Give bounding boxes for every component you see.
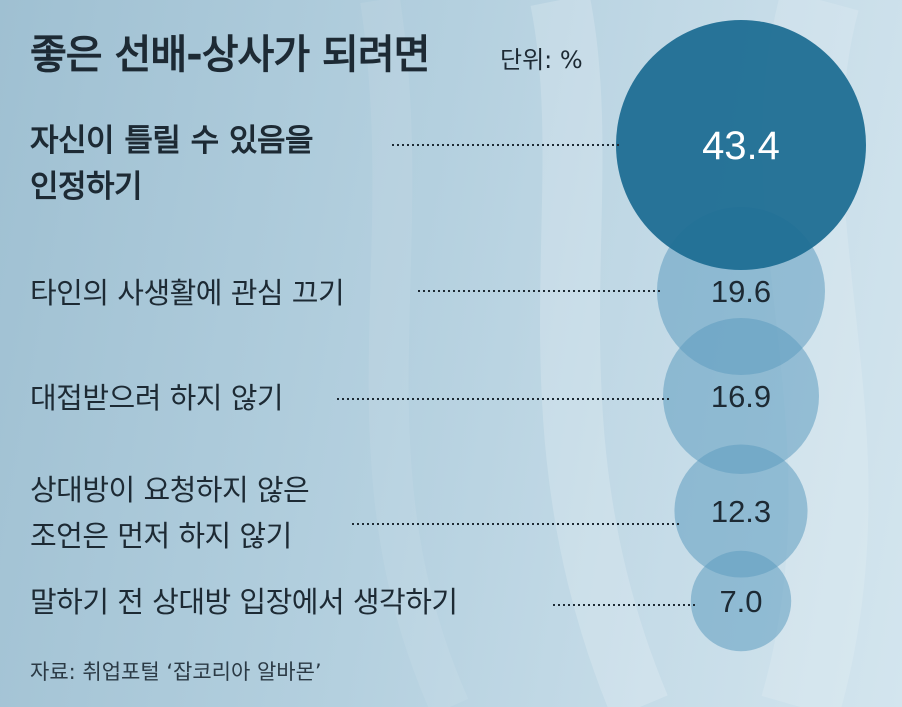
- unit-label: 단위: %: [500, 46, 583, 74]
- category-label-4-line-2: 조언은 먼저 하지 않기: [30, 519, 292, 553]
- value-label-2: 19.6: [711, 274, 771, 309]
- bubble-4: [674, 444, 808, 578]
- category-label-4-line-1: 상대방이 요청하지 않은: [30, 473, 310, 507]
- category-label-4: 상대방이 요청하지 않은 조언은 먼저 하지 않기: [30, 467, 310, 559]
- source-note: 자료: 취업포털 ‘잡코리아 알바몬’: [30, 660, 322, 684]
- value-label-4: 12.3: [711, 494, 771, 529]
- category-label-2: 타인의 사생활에 관심 끄기: [30, 270, 345, 316]
- value-label-3: 16.9: [711, 379, 771, 414]
- bubble-1: [616, 20, 866, 270]
- category-label-3-line-1: 대접받으려 하지 않기: [30, 381, 284, 415]
- category-label-1-line-2: 인정하기: [30, 169, 143, 205]
- bubble-5: [690, 550, 792, 652]
- value-label-1: 43.4: [702, 124, 780, 168]
- category-label-1: 자신이 틀릴 수 있음을 인정하기: [30, 118, 314, 210]
- value-label-5: 7.0: [719, 584, 762, 619]
- category-label-1-line-1: 자신이 틀릴 수 있음을: [30, 123, 314, 159]
- category-label-5-line-1: 말하기 전 상대방 입장에서 생각하기: [30, 585, 458, 619]
- category-label-2-line-1: 타인의 사생활에 관심 끄기: [30, 276, 345, 310]
- category-label-3: 대접받으려 하지 않기: [30, 375, 284, 421]
- category-label-5: 말하기 전 상대방 입장에서 생각하기: [30, 579, 458, 625]
- chart-title: 좋은 선배-상사가 되려면: [30, 32, 430, 78]
